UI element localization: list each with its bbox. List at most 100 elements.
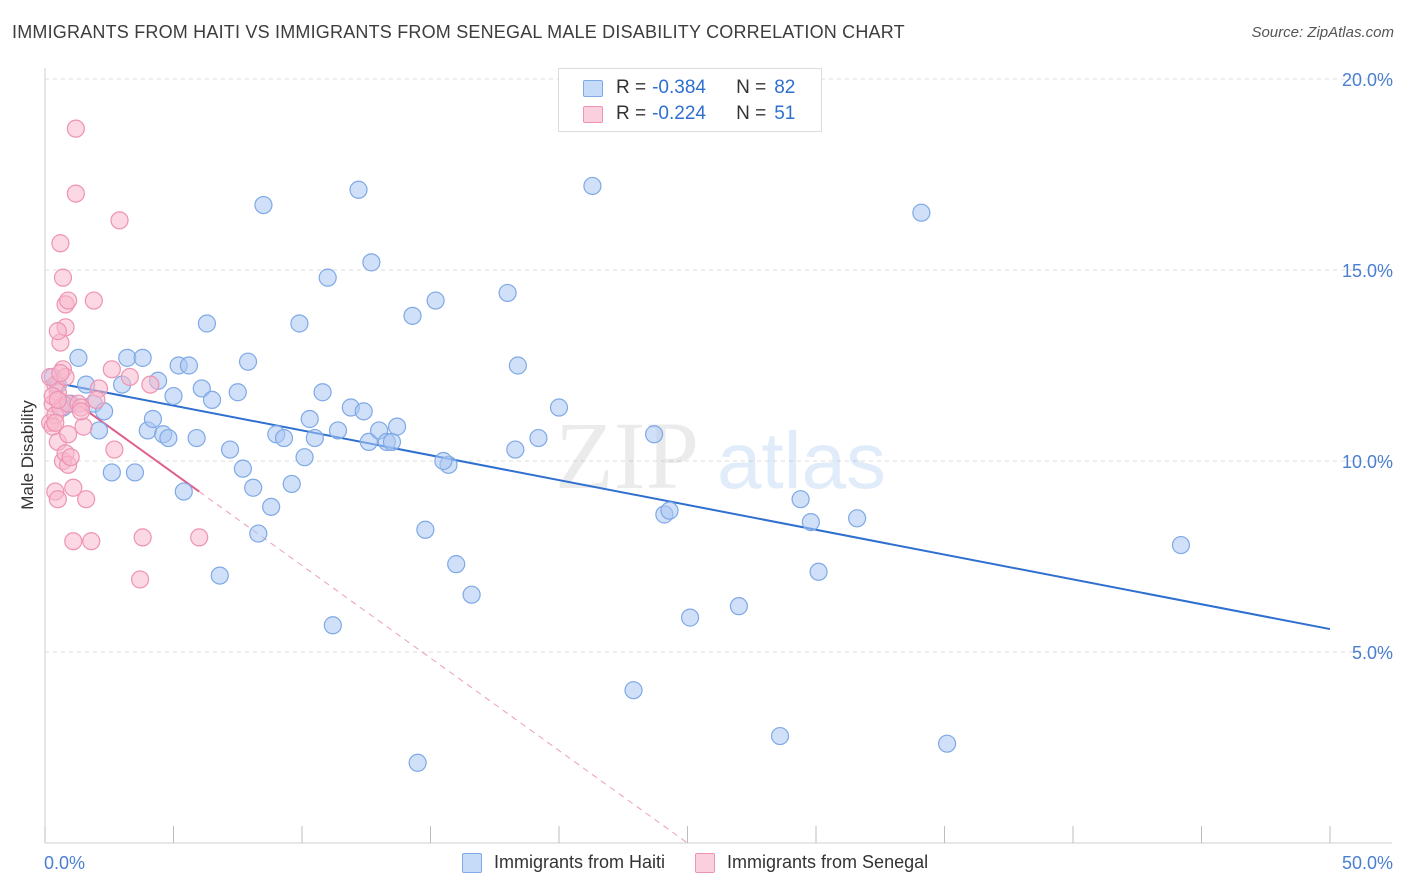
senegal-point [64,478,83,497]
haiti-point [290,314,309,333]
senegal-trend-extension [198,491,688,844]
haiti-point [300,409,319,429]
haiti-point [359,432,378,451]
haiti-point [937,734,957,753]
haiti-point [244,478,263,497]
haiti-point [313,383,332,402]
haiti-point [274,428,294,448]
haiti-point [624,681,643,700]
tick-labels: 5.0% 10.0% 15.0% 20.0% 0.0% 50.0% [44,70,1393,873]
x-tick-label: 0.0% [44,853,85,873]
haiti-point [197,314,217,333]
senegal-point [133,528,152,547]
haiti-point [912,203,931,222]
senegal-point [59,425,78,444]
legend-row-senegal: R = -0.224 N = 51 [583,103,795,125]
legend-item-senegal[interactable]: Immigrants from Senegal [695,852,928,873]
senegal-point [190,528,209,547]
senegal-point [61,448,80,467]
haiti-point [801,513,820,532]
haiti-swatch-icon [583,79,603,97]
haiti-point [382,432,402,451]
haiti-point [295,448,314,467]
senegal-point [46,413,65,432]
chart-title: IMMIGRANTS FROM HAITI VS IMMIGRANTS FROM… [12,22,905,42]
haiti-point [529,428,548,448]
y-tick-label: 10.0% [1342,452,1393,472]
haiti-point [349,180,368,199]
haiti-point [408,753,427,772]
senegal-point [66,119,85,138]
haiti-point [89,421,109,440]
senegal-point [48,390,67,409]
legend-item-haiti[interactable]: Immigrants from Haiti [462,852,665,873]
n-value: 51 [774,103,796,124]
haiti-point [416,520,435,539]
r-value: -0.384 [652,77,706,98]
haiti-point [506,440,525,459]
legend-row-haiti: R = -0.384 N = 82 [583,77,795,99]
haiti-trend-line [44,379,1331,631]
senegal-point [82,532,101,551]
haiti-point [318,268,337,287]
haiti-point [254,195,273,215]
y-tick-label: 15.0% [1342,261,1393,281]
series-legend: Immigrants from Haiti Immigrants from Se… [462,852,958,873]
y-axis-label: Male Disability [18,400,37,510]
haiti-swatch-icon [462,852,482,873]
haiti-point [249,524,268,543]
haiti-point [228,383,247,402]
n-value: 82 [774,77,796,98]
haiti-point [644,425,664,444]
haiti-point [387,417,407,436]
r-value: -0.224 [652,103,706,124]
r-label: R = [616,77,647,98]
axes [44,68,1392,844]
haiti-point [362,253,381,272]
haiti-point [202,390,222,409]
haiti-point [729,597,749,616]
haiti-point [426,291,445,310]
senegal-point [51,234,70,253]
senegal-point [102,360,121,379]
haiti-point [179,356,199,375]
senegal-point [87,390,106,409]
haiti-point [69,348,88,367]
haiti-point [323,616,342,635]
senegal-point [74,417,93,436]
haiti-point [305,428,324,448]
senegal-point [77,490,96,509]
senegal-point [130,570,150,589]
haiti-point [133,348,152,367]
x-tick-label: 50.0% [1342,853,1393,873]
haiti-point [238,352,258,371]
haiti-point [434,451,453,471]
senegal-point [53,268,73,287]
senegal-swatch-icon [583,105,603,123]
haiti-point [403,306,422,325]
n-label: N = [736,103,767,124]
haiti-point [680,608,700,627]
legend-label-haiti: Immigrants from Haiti [494,852,666,872]
senegal-point [84,291,103,310]
haiti-point [1171,535,1191,555]
correlation-legend: R = -0.384 N = 82 R = -0.224 N = 51 [558,68,822,132]
haiti-point [660,501,679,520]
r-label: R = [616,103,647,124]
haiti-point [118,348,137,367]
haiti-point [508,356,527,375]
y-tick-label: 5.0% [1352,643,1393,663]
haiti-point [583,176,602,196]
haiti-point [164,386,183,406]
haiti-point [192,379,211,398]
haiti-point [848,509,867,528]
haiti-point [791,490,810,509]
senegal-point [59,291,78,310]
legend-label-senegal: Immigrants from Senegal [727,852,929,872]
senegal-point [71,402,91,421]
senegal-point [141,375,160,394]
n-label: N = [736,77,767,98]
haiti-point [447,555,466,574]
haiti-point [233,459,252,478]
gridlines [45,78,1392,653]
